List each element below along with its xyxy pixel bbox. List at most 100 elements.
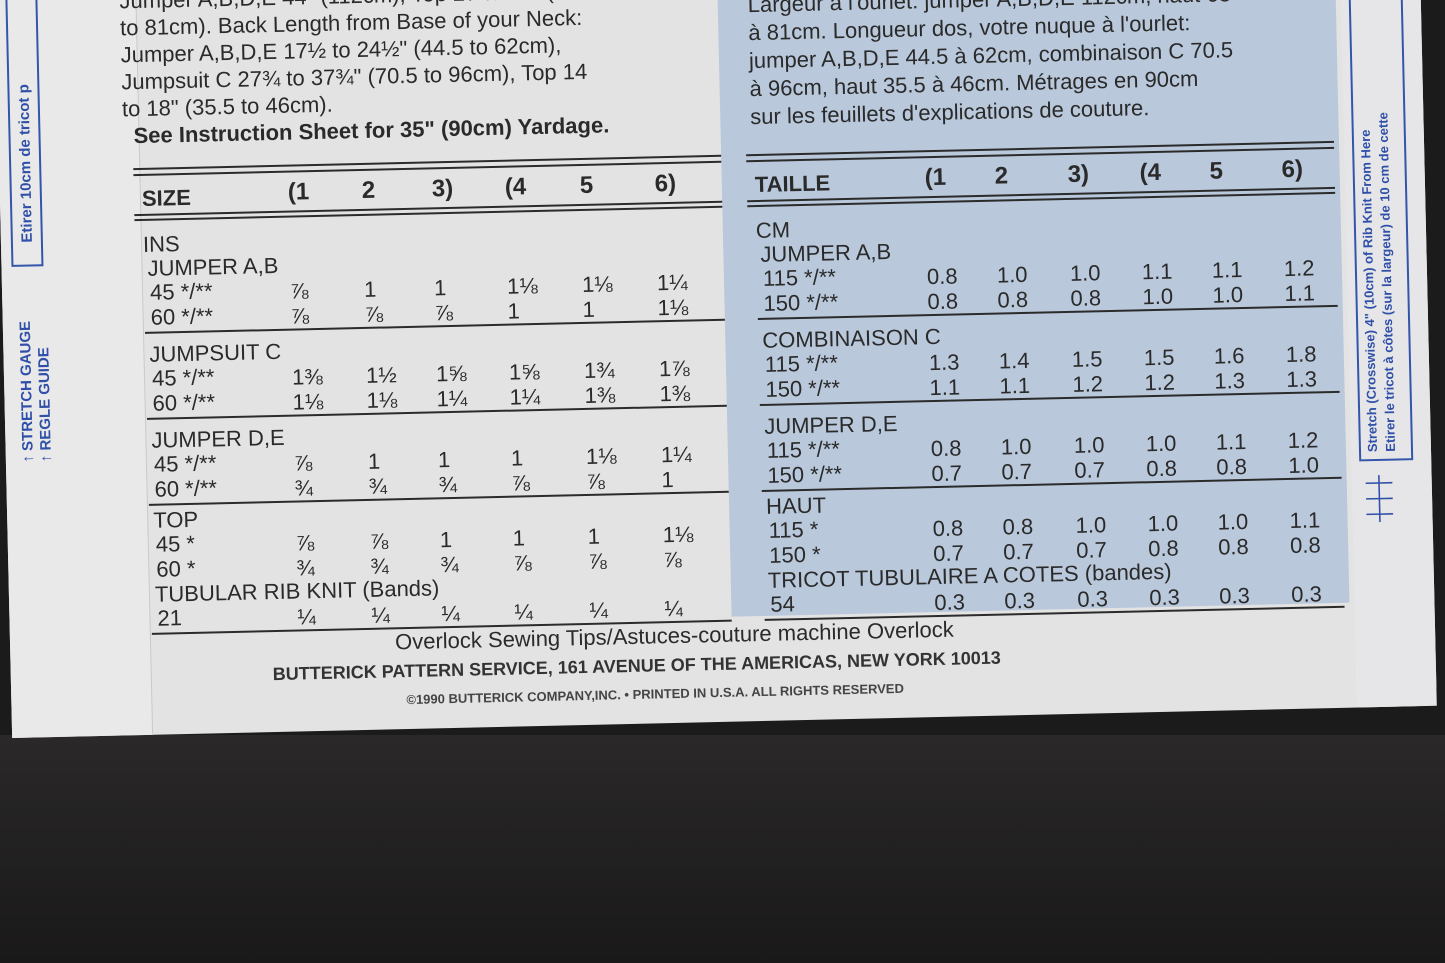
yardage-value: 1 (437, 447, 451, 473)
yardage-value: ⅞ (289, 278, 309, 304)
row-label: 115 */** (766, 436, 841, 463)
yardage-value: 1 (582, 296, 596, 322)
row-label: 45 */** (151, 364, 215, 391)
gauge-fr-text: Etirer 10cm de tricot p (15, 84, 36, 243)
yardage-value: 1.3 (1214, 367, 1246, 394)
yardage-value: 1.1 (1211, 257, 1243, 283)
yardage-value: ¼ (441, 600, 461, 627)
row-label: 21 (157, 605, 183, 631)
yardage-value: ⅞ (295, 530, 315, 556)
row-label: 54 (770, 591, 796, 617)
yardage-value: 1⅝ (508, 358, 540, 385)
yardage-value: 0.8 (1146, 455, 1178, 482)
yardage-value: 1⅛ (662, 521, 694, 548)
yardage-value: 1.0 (996, 261, 1028, 288)
gauge-marks: ┼┼┼ (1365, 474, 1392, 523)
size-column-header: (1 (287, 178, 310, 206)
yardage-value: 0.3 (1290, 581, 1323, 607)
yardage-value: 0.8 (997, 286, 1029, 313)
yardage-value: ⅞ (513, 550, 532, 576)
section-title: JUMPER A,B (147, 252, 279, 281)
size-column-header: 3) (1067, 160, 1090, 188)
size-column-header: 6) (1281, 155, 1304, 184)
yardage-value: 0.3 (1004, 587, 1036, 614)
yardage-value: ¾ (440, 551, 459, 578)
yardage-value: 1.0 (1145, 430, 1177, 457)
yardage-value: 0.7 (931, 460, 963, 487)
yardage-value: 1.0 (1147, 510, 1179, 537)
yardage-value: 1.0 (1069, 260, 1101, 286)
yardage-value: ¼ (371, 602, 391, 628)
unit-label: INS (142, 231, 180, 257)
row-label: 115 * (768, 516, 819, 543)
yardage-value: 1 (439, 527, 453, 553)
yardage-value: 1.5 (1143, 344, 1175, 371)
size-column-header: 5 (1209, 157, 1224, 185)
yardage-value: 0.8 (1070, 285, 1102, 311)
yardage-value: 1⅜ (291, 363, 323, 390)
row-label: 45 */** (149, 278, 213, 305)
row-label: 45 * (155, 530, 196, 557)
yardage-value: 1⅛ (581, 271, 613, 297)
yardage-value: 1¾ (583, 357, 615, 383)
yardage-value: 1.1 (1141, 258, 1173, 285)
yardage-value: 0.3 (1077, 586, 1109, 612)
yardage-value: ⅞ (511, 470, 531, 496)
rib-knit-gauge-strip: Stretch (Crosswise) 4" (10cm) of Rib Kni… (1339, 0, 1437, 708)
yardage-value: 0.8 (932, 515, 964, 542)
yardage-value: 1⅛ (506, 273, 538, 299)
table-surface (0, 735, 1445, 963)
yardage-value: 1.0 (1000, 433, 1032, 460)
yardage-value: 1.0 (1142, 283, 1174, 310)
pattern-envelope: Etirer 10cm de tricot p ↑ STRETCH GAUGE … (0, 0, 1437, 739)
yardage-value: 1.3 (928, 349, 960, 376)
size-column-header: 3) (431, 174, 454, 203)
unit-label: CM (755, 217, 791, 244)
row-label: 60 * (156, 555, 196, 582)
yardage-value: 1.1 (1215, 428, 1247, 455)
yardage-value: ⅞ (663, 546, 682, 573)
yardage-value: 1.4 (998, 347, 1030, 374)
yardage-value: 1⅞ (658, 355, 690, 382)
yardage-value: 1 (363, 276, 377, 302)
yardage-value: 1 (433, 275, 447, 301)
yardage-value: 0.8 (1002, 513, 1034, 540)
yardage-value: 0.3 (934, 589, 966, 616)
yardage-value: 1⅜ (659, 380, 691, 407)
section-title: TOP (152, 506, 199, 533)
row-label: 150 */** (765, 375, 841, 402)
yardage-value: 1.0 (1073, 432, 1105, 458)
yardage-value: 0.8 (927, 288, 959, 315)
overlock-tips: Overlock Sewing Tips/Astuces-couture mac… (394, 616, 955, 655)
publisher-address: BUTTERICK PATTERN SERVICE, 161 AVENUE OF… (272, 647, 1001, 685)
yardage-value: 0.8 (926, 263, 958, 290)
yardage-value: 0.7 (1074, 457, 1106, 483)
yardage-value: 1¼ (436, 385, 468, 412)
size-column-header: (1 (924, 163, 947, 192)
yardage-value: ¾ (294, 475, 314, 501)
yardage-value: 1.5 (1071, 346, 1103, 372)
yardage-value: 1.1 (1284, 280, 1316, 307)
yardage-value: ⅞ (586, 468, 606, 494)
yardage-value: 1⅛ (585, 443, 617, 469)
yardage-value: 0.3 (1148, 584, 1181, 611)
yardage-value: ⅞ (434, 299, 454, 326)
section-title: JUMPER D,E (151, 424, 285, 453)
row-label: 45 */** (153, 450, 217, 477)
intro-line: to 18" (35.5 to 46cm). (121, 91, 333, 122)
row-label: 150 * (768, 541, 821, 568)
row-label: 60 */** (150, 303, 214, 330)
size-column-header: 6) (654, 169, 677, 198)
yardage-value: 1.1 (1289, 507, 1321, 533)
yardage-value: 0.8 (1289, 532, 1322, 558)
yardage-value: 0.3 (1218, 582, 1251, 609)
yardage-value: 1⅛ (657, 294, 689, 321)
size-header: TAILLE (754, 170, 831, 198)
yardage-value: 1.0 (1075, 512, 1107, 538)
yardage-value: ⅞ (364, 301, 384, 327)
yardage-value: 1¼ (656, 269, 688, 296)
size-column-header: 5 (579, 171, 594, 200)
yardage-value: 1¼ (509, 383, 541, 410)
yardage-value: 1.1 (999, 372, 1031, 399)
yardage-value: 1.0 (1217, 508, 1249, 535)
